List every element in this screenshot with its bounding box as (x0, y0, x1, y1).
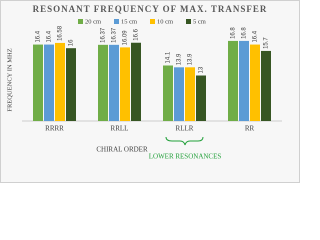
data-label: 13 (199, 66, 205, 73)
bar (66, 48, 76, 122)
x-tick-label: RRRR (45, 125, 64, 133)
data-label: 16.09 (123, 30, 129, 46)
data-label: 16.58 (58, 25, 64, 41)
bar (98, 44, 108, 121)
bar (250, 44, 260, 122)
bar (44, 44, 54, 122)
data-label: 16.8 (242, 27, 248, 39)
y-axis-label: FREQUENCY IN MHZ (6, 48, 13, 111)
legend-swatch (186, 19, 191, 24)
data-label: 16.37 (112, 27, 118, 43)
legend-swatch (150, 19, 155, 24)
annotation: LOWER RESONANCES (149, 153, 222, 161)
legend-label: 20 cm (85, 18, 101, 25)
bar (239, 40, 249, 121)
bar (120, 47, 130, 122)
bar (55, 42, 65, 122)
bar (163, 65, 173, 121)
bar (261, 50, 271, 121)
bar (228, 40, 238, 121)
data-label: 16.37 (101, 27, 107, 43)
data-label: 14.1 (166, 51, 172, 63)
bar (196, 75, 206, 121)
data-label: 16.6 (134, 28, 140, 40)
annotation-brace (165, 136, 204, 146)
legend-label: 5 cm (193, 18, 206, 25)
data-label: 15.7 (264, 37, 270, 49)
data-label: 16.4 (36, 30, 42, 42)
data-label: 13.9 (188, 53, 194, 65)
x-tick-label: RR (245, 125, 255, 133)
legend-label: 15 cm (121, 18, 137, 25)
legend-label: 10 cm (157, 18, 173, 25)
x-axis-label: CHIRAL ORDER (96, 146, 148, 154)
data-label: 16.8 (231, 27, 237, 39)
chart-title: RESONANT FREQUENCY OF MAX. TRANSFER (33, 4, 268, 14)
data-label: 16.4 (47, 30, 53, 42)
data-label: 16 (69, 39, 75, 46)
bar (131, 42, 141, 121)
bar (174, 67, 184, 121)
bar (185, 67, 195, 121)
x-tick-label: RLLR (176, 125, 194, 133)
legend-swatch (114, 19, 119, 24)
x-tick-label: RRLL (111, 125, 129, 133)
bar (33, 44, 43, 122)
chart: RESONANT FREQUENCY OF MAX. TRANSFER FREQ… (0, 0, 300, 183)
bar (109, 44, 119, 121)
legend-swatch (78, 19, 83, 24)
page: {"chart_data": {"type": "bar", "title": … (0, 0, 300, 183)
data-label: 16.4 (253, 30, 259, 42)
data-label: 13.9 (177, 53, 183, 65)
